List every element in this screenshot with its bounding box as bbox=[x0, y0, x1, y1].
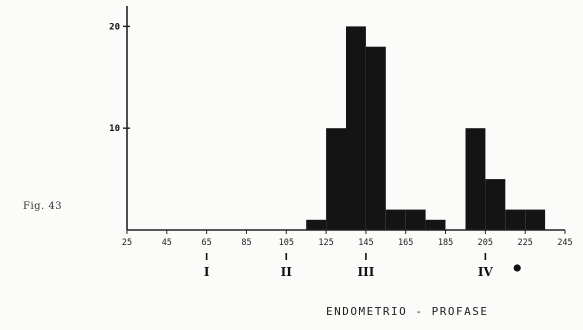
figure-label: Fig. 43 bbox=[23, 201, 63, 212]
histogram-bar-165 bbox=[405, 209, 426, 230]
histogram-bar-135 bbox=[346, 26, 366, 231]
x-tick-label-225: 225 bbox=[518, 238, 533, 248]
x-tick-label-245: 245 bbox=[557, 238, 572, 248]
stage-markers-group: I II III IV bbox=[204, 253, 521, 279]
marker-label-II: II bbox=[281, 265, 293, 279]
x-tick-label-145: 145 bbox=[358, 238, 373, 248]
histogram-bar-125 bbox=[326, 128, 346, 230]
x-tick-label-165: 165 bbox=[398, 238, 413, 248]
marker-label-III: III bbox=[357, 265, 374, 279]
histogram-bar-225 bbox=[525, 209, 546, 230]
x-tick-label-205: 205 bbox=[478, 238, 493, 248]
x-tick-label-85: 85 bbox=[241, 238, 251, 248]
bars-group bbox=[306, 26, 546, 231]
axes-group bbox=[126, 6, 565, 231]
x-tick-label-65: 65 bbox=[202, 238, 212, 248]
histogram-bar-175 bbox=[425, 219, 446, 230]
x-tick-label-185: 185 bbox=[438, 238, 453, 248]
y-tick-label-20: 20 bbox=[109, 22, 120, 32]
histogram-bar-145 bbox=[365, 46, 386, 231]
histogram-bar-155 bbox=[385, 209, 406, 230]
x-tick-label-125: 125 bbox=[318, 238, 333, 248]
histogram-bar-115 bbox=[306, 219, 327, 230]
histogram-bar-215 bbox=[505, 209, 526, 230]
y-ticks-group: 10 20 bbox=[109, 22, 130, 134]
marker-label-I: I bbox=[204, 265, 210, 279]
x-ticks-group: 25 45 65 85 105 125 145 165 185 205 225 245 bbox=[122, 230, 573, 248]
marker-dot bbox=[513, 264, 521, 272]
x-tick-label-105: 105 bbox=[279, 238, 294, 248]
histogram-bar-195 bbox=[465, 128, 486, 230]
chart-caption: ENDOMETRIO - PROFASE bbox=[326, 305, 489, 318]
x-tick-label-25: 25 bbox=[122, 238, 132, 248]
histogram-bar-205 bbox=[485, 179, 506, 230]
y-tick-label-10: 10 bbox=[109, 124, 120, 134]
x-tick-label-45: 45 bbox=[162, 238, 172, 248]
marker-label-IV: IV bbox=[478, 265, 494, 279]
